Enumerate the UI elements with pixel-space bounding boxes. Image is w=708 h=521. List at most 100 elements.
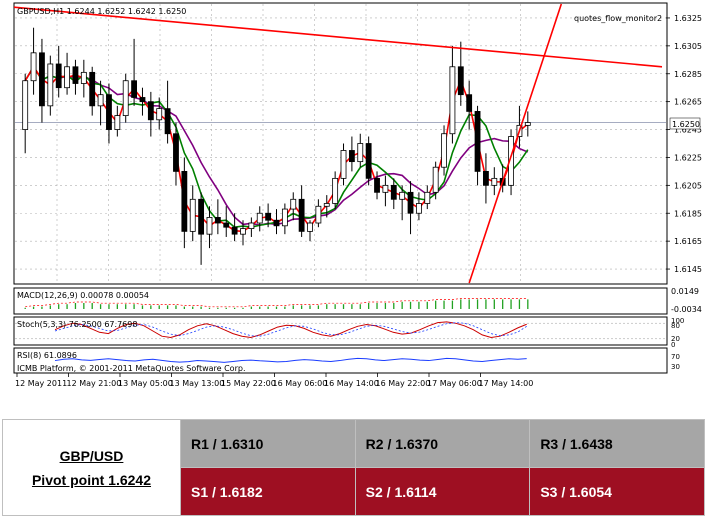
r1-cell: R1 / 1.6310 — [180, 419, 356, 468]
candle-body — [156, 108, 163, 121]
candle-body — [483, 170, 489, 186]
candle — [281, 203, 288, 235]
candle-body — [198, 198, 205, 235]
candle — [474, 105, 481, 186]
macd-pane-frame — [13, 287, 668, 315]
candle — [483, 153, 489, 204]
candle — [298, 185, 305, 237]
candle — [89, 66, 96, 116]
candle — [106, 83, 112, 144]
candle-body — [424, 191, 431, 204]
current-price-label: 1.6250 — [672, 120, 700, 129]
candle — [122, 73, 129, 123]
candle-body — [432, 166, 439, 193]
candle-body — [315, 205, 322, 224]
candle-body — [332, 177, 339, 204]
candle-body — [449, 66, 456, 135]
candle — [189, 185, 196, 242]
pivot-table: GBP/USD Pivot point 1.6242 R1 / 1.6310 R… — [2, 419, 705, 516]
candle-body — [290, 198, 297, 210]
stoch-tick-label: 100 — [671, 317, 684, 325]
candle-body — [231, 226, 238, 235]
current-price-box — [669, 117, 701, 130]
price-tick-label: 1.6305 — [674, 42, 702, 51]
candle-body — [273, 219, 280, 227]
candle-body — [256, 212, 263, 224]
candle-body — [181, 170, 188, 232]
candle-body — [457, 66, 464, 96]
rsi-tick-label: 30 — [671, 363, 680, 371]
candle — [80, 59, 87, 98]
time-tick-label: 16 May 22:00 — [376, 379, 431, 388]
candle — [323, 195, 330, 218]
candle — [147, 91, 154, 137]
candle-body — [39, 52, 45, 107]
candle-body — [55, 63, 62, 89]
candle — [214, 199, 221, 235]
candle-body — [524, 122, 531, 126]
time-tick-label: 16 May 06:00 — [273, 379, 328, 388]
pair-cell: GBP/USD Pivot point 1.6242 — [2, 419, 181, 516]
time-tick-label: 12 May 2011 — [15, 379, 67, 388]
pair-name: GBP/USD — [59, 447, 124, 464]
candle-body — [307, 222, 313, 232]
price-tick-label: 1.6265 — [674, 98, 702, 107]
candle-body — [474, 111, 481, 172]
candle-body — [164, 108, 171, 135]
candle — [223, 206, 230, 237]
candle — [139, 87, 146, 116]
price-tick-label: 1.6285 — [674, 70, 702, 79]
candle-body — [139, 97, 146, 103]
candle — [240, 220, 246, 246]
candle — [97, 80, 104, 126]
candle — [399, 185, 406, 221]
candle — [348, 136, 355, 172]
time-tick-label: 17 May 14:00 — [479, 379, 534, 388]
candle — [415, 192, 422, 221]
candle — [265, 203, 272, 228]
candle — [39, 38, 45, 123]
candle — [206, 206, 213, 249]
candle — [466, 80, 473, 130]
time-tick-label: 16 May 14:00 — [324, 379, 379, 388]
candle-body — [47, 63, 54, 107]
time-tick-label: 13 May 05:00 — [118, 379, 173, 388]
candle-body — [491, 177, 498, 186]
candle-body — [348, 150, 355, 163]
rsi-pane-frame — [13, 347, 668, 374]
candle — [181, 157, 188, 249]
candle — [290, 192, 297, 221]
candle-body — [357, 143, 364, 163]
time-tick-label: 13 May 13:00 — [170, 379, 225, 388]
time-tick-label: 12 May 21:00 — [67, 379, 122, 388]
candle — [156, 97, 163, 130]
candle-body — [147, 101, 154, 121]
candle-body — [189, 198, 196, 232]
candle — [307, 220, 313, 242]
candle — [491, 167, 498, 196]
candle-body — [415, 203, 422, 214]
candle — [231, 213, 238, 242]
candle — [72, 59, 79, 95]
macd-tick-label: -0.0034 — [671, 305, 702, 314]
candle-body — [64, 66, 70, 89]
candle — [332, 171, 339, 210]
candle-body — [22, 80, 29, 130]
candle-body — [30, 52, 37, 82]
candle — [164, 80, 171, 144]
s2-cell: S2 / 1.6114 — [354, 467, 531, 516]
candle-body — [374, 177, 380, 193]
candle-body — [382, 184, 389, 193]
pivot-point: Pivot point 1.6242 — [31, 471, 152, 488]
watermark: ICMB Platform, © 2001-2011 MetaQuotes So… — [17, 364, 246, 373]
rsi-line — [54, 357, 527, 363]
candle-body — [390, 184, 397, 200]
symbol-header: GBPUSD,H1 1.6244 1.6252 1.6242 1.6250 — [17, 7, 186, 16]
stoch-pane-frame — [13, 316, 668, 346]
stoch-label: Stoch(5,3,3) 76.2500 67.7698 — [17, 320, 137, 329]
candle — [173, 122, 179, 186]
candle — [374, 171, 380, 200]
candle — [365, 136, 372, 186]
candle — [248, 217, 255, 237]
